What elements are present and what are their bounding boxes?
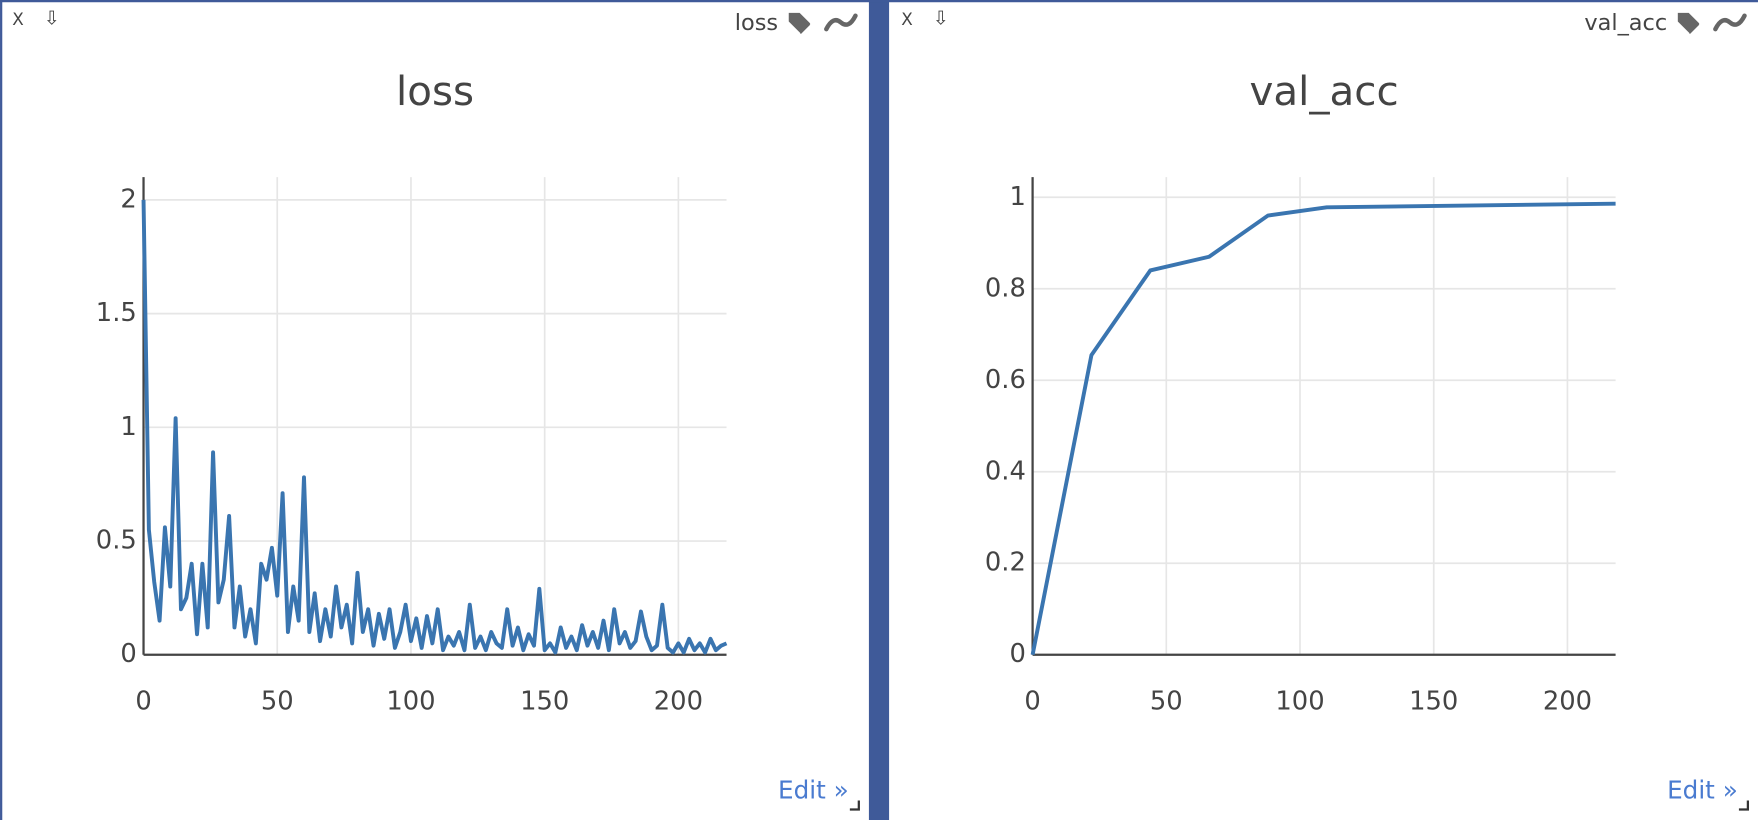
download-button[interactable]: ⇩ bbox=[44, 8, 60, 30]
x-tick-label: 150 bbox=[1409, 686, 1458, 716]
x-tick-label: 0 bbox=[135, 686, 151, 716]
y-tick-label: 0.4 bbox=[985, 456, 1026, 486]
y-tick-label: 1.5 bbox=[96, 298, 137, 328]
y-tick-label: 0.6 bbox=[985, 365, 1026, 395]
smooth-icon[interactable] bbox=[1713, 13, 1747, 32]
y-tick-label: 1 bbox=[1009, 182, 1025, 212]
smooth-icon[interactable] bbox=[824, 13, 858, 32]
y-tick-label: 2 bbox=[120, 184, 136, 214]
y-tick-label: 0 bbox=[120, 639, 136, 669]
chart-title: loss bbox=[396, 68, 474, 115]
tag-icon[interactable] bbox=[788, 12, 811, 35]
x-tick-label: 150 bbox=[520, 686, 569, 716]
pane-tag: loss bbox=[735, 10, 778, 36]
y-tick-label: 1 bbox=[120, 412, 136, 442]
data-line bbox=[1030, 201, 1616, 656]
x-tick-label: 50 bbox=[261, 686, 294, 716]
pane-divider bbox=[868, 0, 890, 820]
close-button[interactable]: X bbox=[12, 9, 24, 29]
x-tick-label: 50 bbox=[1150, 686, 1183, 716]
edit-link[interactable]: Edit » bbox=[778, 776, 849, 805]
left-border bbox=[0, 0, 3, 820]
x-tick-label: 0 bbox=[1024, 686, 1040, 716]
x-tick-label: 100 bbox=[1275, 686, 1324, 716]
download-button[interactable]: ⇩ bbox=[933, 8, 949, 30]
x-tick-label: 100 bbox=[386, 686, 435, 716]
resize-handle[interactable] bbox=[849, 800, 860, 811]
y-tick-label: 0.8 bbox=[985, 273, 1026, 303]
chart-title: val_acc bbox=[1250, 68, 1399, 115]
edit-link[interactable]: Edit » bbox=[1667, 776, 1738, 805]
resize-handle[interactable] bbox=[1738, 800, 1750, 811]
pane-tag: val_acc bbox=[1584, 10, 1667, 36]
tag-icon[interactable] bbox=[1677, 12, 1700, 35]
y-tick-label: 0.2 bbox=[985, 548, 1026, 578]
close-button[interactable]: X bbox=[901, 9, 913, 29]
y-tick-label: 0 bbox=[1009, 639, 1025, 669]
data-line bbox=[141, 199, 728, 655]
x-tick-label: 200 bbox=[654, 686, 703, 716]
x-tick-label: 200 bbox=[1543, 686, 1592, 716]
top-border bbox=[0, 0, 1758, 3]
y-tick-label: 0.5 bbox=[96, 526, 137, 556]
